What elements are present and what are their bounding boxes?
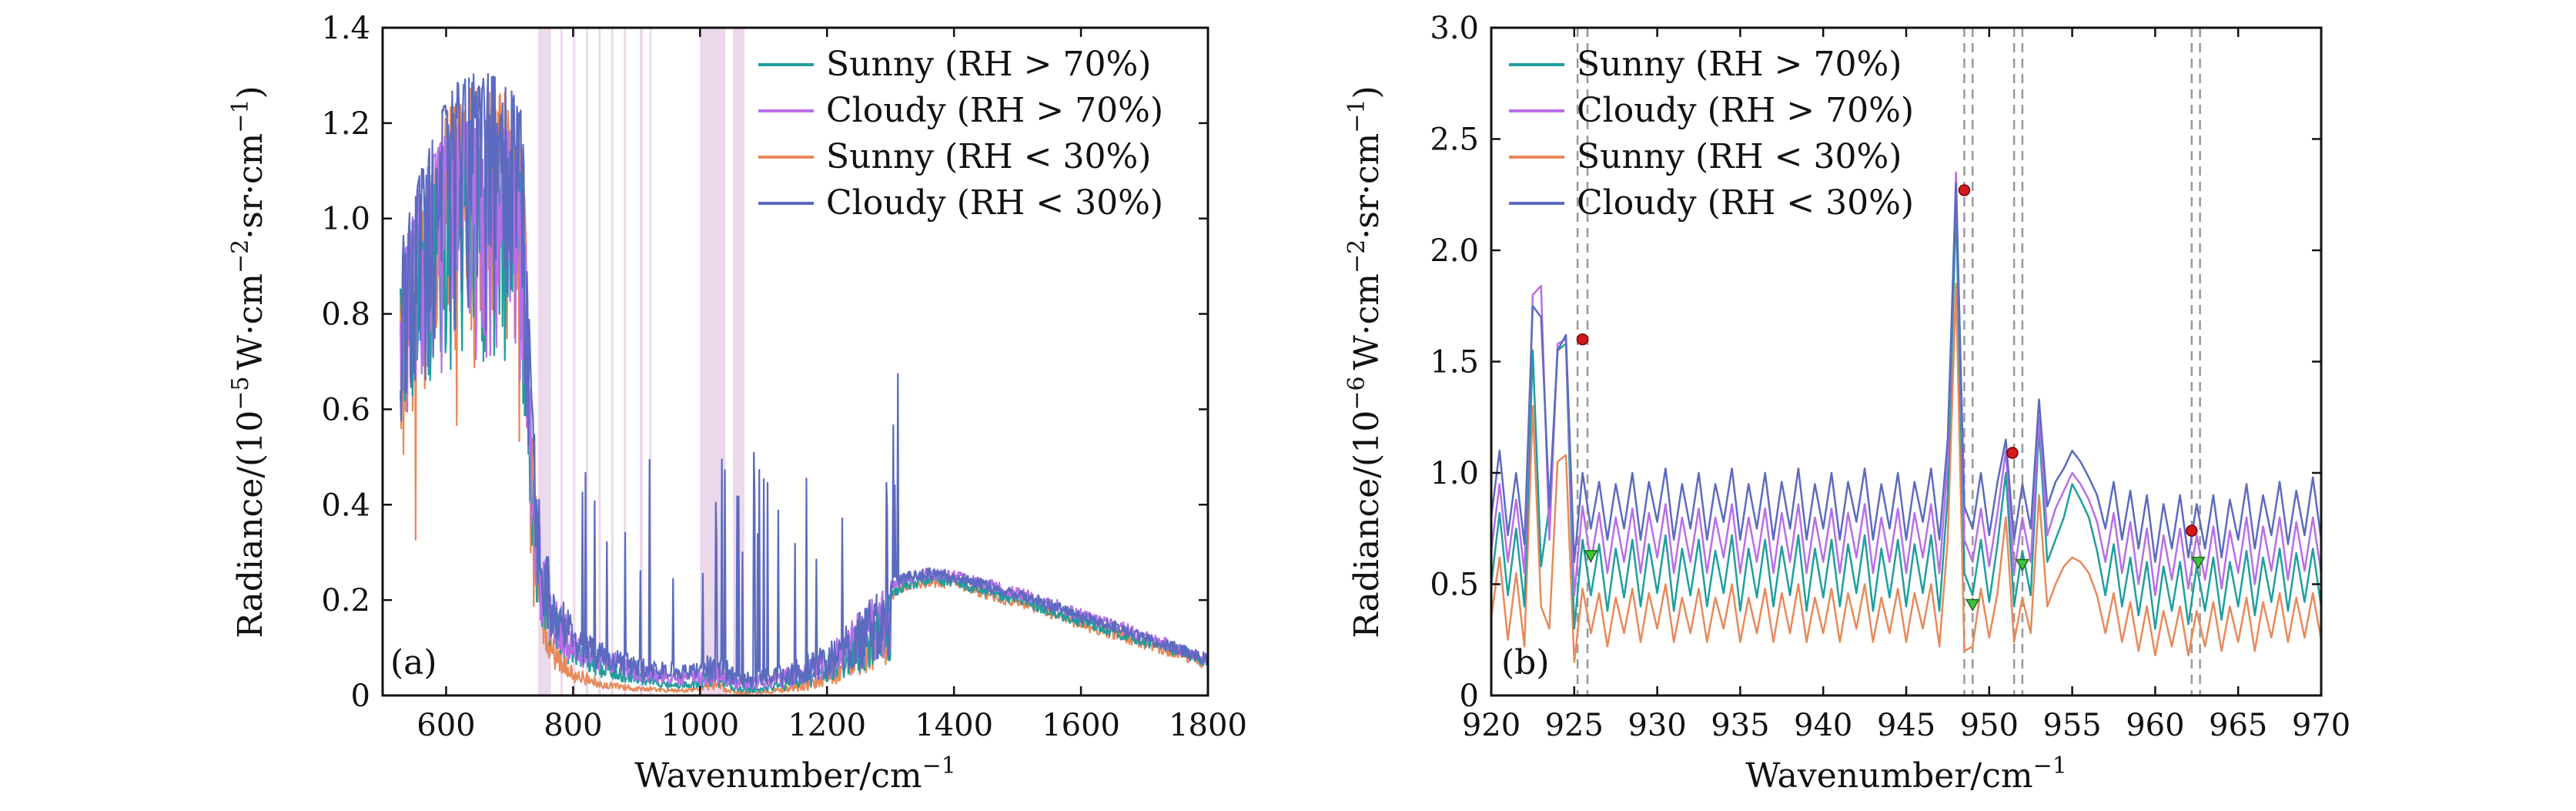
- panel-b-ytick-label: 3.0: [1430, 11, 1479, 46]
- panel-a-legend-entry: Sunny (RH > 70%): [826, 45, 1151, 84]
- trough-marker: [1584, 550, 1598, 563]
- panel-a-label: (a): [390, 643, 437, 682]
- panel-b-ylabel: Radiance/(10−6W·cm−2·sr·cm−1): [1343, 85, 1387, 638]
- panel-a-xtick-label: 600: [417, 708, 475, 743]
- panel-a-xtick-label: 800: [544, 708, 602, 743]
- absorption-band: [649, 28, 652, 695]
- absorption-band: [598, 28, 601, 695]
- trough-marker: [2015, 558, 2030, 572]
- panel-b-label: (b): [1501, 643, 1550, 682]
- panel-a-ytick-label: 0: [351, 679, 370, 714]
- panel-b-legend-entry: Cloudy (RH > 70%): [1577, 91, 1914, 130]
- panel-a-ytick-label: 0.4: [321, 488, 370, 523]
- panel-b-ytick-label: 1.5: [1430, 345, 1479, 380]
- panel-a-ytick-label: 0.8: [321, 297, 370, 333]
- panel-b: 920 925 930 935 940 945 950 955 960 965 970 0 0.5 1.0…: [1343, 11, 2350, 796]
- panel-a-legend-entry: Cloudy (RH < 30%): [826, 183, 1163, 223]
- panel-a-ytick-label: 0.6: [321, 392, 370, 427]
- absorption-band: [624, 28, 627, 695]
- panel-b-ytick-label: 0: [1460, 679, 1479, 714]
- absorption-band: [611, 28, 614, 695]
- panel-a-legend: Sunny (RH > 70%) Cloudy (RH > 70%) Sunny (…: [758, 45, 1163, 223]
- panel-b-xtick-label: 930: [1628, 708, 1686, 743]
- series-line-cloudy-wet: [1490, 171, 2323, 597]
- panel-a-xtick-label: 1600: [1042, 708, 1120, 743]
- trough-marker: [1965, 598, 1980, 612]
- panel-a: 600 800 1000 1200 1400 1600 1800 0 0.2 0.4 0.6 0.8 1…: [227, 11, 1247, 796]
- panel-a-legend-entry: Cloudy (RH > 70%): [826, 91, 1163, 130]
- panel-b-legend-entry: Sunny (RH > 70%): [1577, 45, 1902, 84]
- panel-b-xtick-label: 965: [2209, 708, 2267, 743]
- panel-b-xtick-label: 960: [2126, 708, 2184, 743]
- panel-b-markers: [1576, 184, 2206, 612]
- panel-a-xtick-label: 1400: [915, 708, 993, 743]
- panel-b-xtick-label: 935: [1711, 708, 1769, 743]
- panel-b-series-lines: [1490, 171, 2323, 663]
- panel-b-ticks: 920 925 930 935 940 945 950 955 960 965 970 0 0.5 1.0…: [1430, 11, 2350, 743]
- panel-b-legend-entry: Cloudy (RH < 30%): [1577, 183, 1914, 223]
- absorption-band: [538, 28, 551, 695]
- panel-b-ytick-label: 1.0: [1430, 456, 1479, 491]
- panel-b-xlabel: Wavenumber/cm−1: [1745, 752, 2067, 796]
- panel-a-ytick-label: 1.4: [321, 11, 370, 46]
- panel-a-ytick-label: 0.2: [321, 583, 370, 618]
- absorption-band: [573, 28, 576, 695]
- panel-b-xtick-label: 920: [1462, 708, 1521, 743]
- panel-a-frame: [381, 26, 1209, 697]
- panel-a-ylabel: Radiance/(10−5W·cm−2·sr·cm−1): [227, 85, 270, 638]
- absorption-band: [733, 28, 745, 695]
- panel-b-xtick-label: 955: [2042, 708, 2101, 743]
- absorption-band: [639, 28, 644, 695]
- panel-b-xtick-label: 970: [2292, 708, 2350, 743]
- panel-b-xtick-label: 950: [1960, 708, 2019, 743]
- panel-a-ytick-label: 1.0: [321, 202, 370, 237]
- trough-marker: [2191, 556, 2206, 570]
- series-line-sunny-dry: [1490, 283, 2323, 663]
- panel-a-series-lines: [399, 72, 1209, 695]
- panel-b-legend-entry: Sunny (RH < 30%): [1577, 137, 1902, 176]
- absorption-band: [585, 28, 588, 695]
- absorption-band: [560, 28, 563, 695]
- panel-a-ticks: 600 800 1000 1200 1400 1600 1800 0 0.2 0.4 0.6 0.8 1…: [321, 11, 1247, 743]
- peak-marker: [2186, 524, 2198, 537]
- panel-a-ytick-label: 1.2: [321, 106, 370, 142]
- panel-a-xtick-label: 1000: [661, 708, 739, 743]
- series-line-cloudy-dry: [1490, 183, 2323, 563]
- peak-marker: [1576, 333, 1589, 346]
- peak-marker: [1958, 184, 1971, 196]
- panel-b-xtick-label: 925: [1545, 708, 1604, 743]
- peak-marker: [2006, 447, 2019, 459]
- panel-b-xtick-label: 945: [1877, 708, 1935, 743]
- panel-b-legend: Sunny (RH > 70%) Cloudy (RH > 70%) Sunny (…: [1509, 45, 1914, 223]
- panel-b-ytick-label: 2.5: [1430, 122, 1479, 158]
- panel-a-xtick-label: 1800: [1169, 708, 1247, 743]
- panel-b-xtick-label: 940: [1794, 708, 1852, 743]
- panel-b-ytick-label: 0.5: [1430, 568, 1479, 603]
- panel-a-legend-entry: Sunny (RH < 30%): [826, 137, 1151, 176]
- panel-a-xtick-label: 1200: [788, 708, 866, 743]
- series-line-sunny-wet: [1490, 204, 2323, 630]
- panel-b-ytick-label: 2.0: [1430, 233, 1479, 269]
- panel-a-xlabel: Wavenumber/cm−1: [634, 752, 956, 796]
- series-line-cloudy-dry: [400, 72, 1209, 689]
